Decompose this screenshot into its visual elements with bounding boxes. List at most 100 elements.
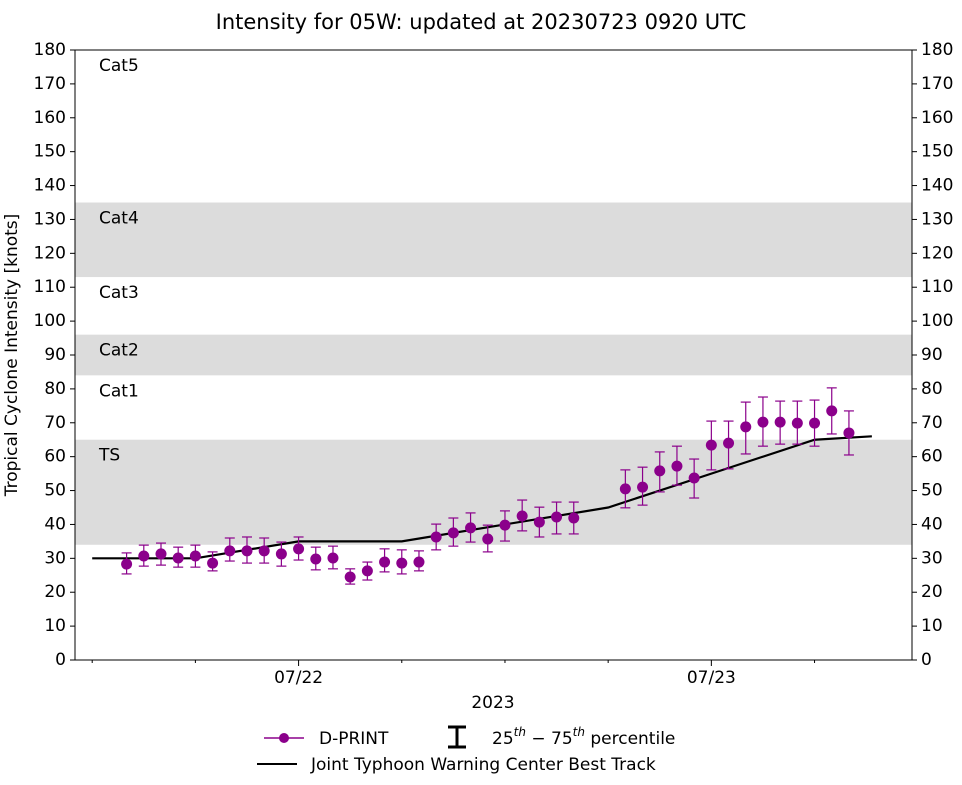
dprint-point	[482, 533, 494, 545]
dprint-point	[843, 427, 855, 439]
y-tick-label: 80	[44, 379, 66, 399]
dprint-point	[671, 460, 683, 472]
x-axis-label: 2023	[471, 693, 514, 713]
legend-label-part: 25	[492, 729, 514, 749]
category-band	[75, 334, 912, 376]
legend-label: Joint Typhoon Warning Center Best Track	[310, 755, 656, 775]
y2-tick-label: 40	[921, 514, 943, 534]
dprint-point	[774, 416, 786, 428]
dprint-point	[619, 483, 631, 495]
legend-marker	[279, 733, 289, 743]
dprint-point	[723, 437, 735, 449]
chart-title: Intensity for 05W: updated at 20230723 0…	[216, 10, 747, 34]
category-label: Cat1	[99, 381, 139, 401]
y2-tick-label: 100	[921, 311, 953, 331]
x-tick-label: 07/23	[687, 668, 736, 688]
y2-tick-label: 120	[921, 243, 953, 263]
y2-tick-label: 90	[921, 345, 943, 365]
y2-tick-label: 170	[921, 74, 953, 94]
dprint-point	[551, 511, 563, 523]
y2-tick-label: 0	[921, 650, 932, 670]
y2-tick-label: 30	[921, 548, 943, 568]
y-tick-label: 160	[34, 108, 66, 128]
dprint-point	[809, 417, 821, 429]
dprint-point	[379, 556, 391, 568]
y-tick-label: 40	[44, 514, 66, 534]
category-label: Cat2	[99, 341, 139, 361]
dprint-point	[293, 543, 305, 555]
dprint-point	[465, 522, 477, 534]
y2-tick-label: 160	[921, 108, 953, 128]
dprint-point	[499, 519, 511, 531]
dprint-point	[189, 550, 201, 562]
dprint-point	[705, 439, 717, 451]
dprint-point	[258, 545, 270, 557]
y2-tick-label: 80	[921, 379, 943, 399]
dprint-point	[224, 545, 236, 557]
x-tick-label: 07/22	[274, 668, 323, 688]
dprint-point	[430, 531, 442, 543]
y-tick-label: 50	[44, 481, 66, 501]
dprint-point	[568, 512, 580, 524]
legend-label-part: th	[514, 725, 526, 739]
y-tick-label: 120	[34, 243, 66, 263]
legend-label-part: percentile	[585, 729, 675, 749]
dprint-point	[740, 421, 752, 433]
category-label: Cat4	[99, 209, 139, 229]
dprint-point	[344, 571, 356, 583]
dprint-point	[121, 558, 133, 570]
dprint-point	[361, 565, 373, 577]
dprint-point	[396, 557, 408, 569]
y-tick-label: 90	[44, 345, 66, 365]
y-tick-label: 110	[34, 277, 66, 297]
y-tick-label: 170	[34, 74, 66, 94]
dprint-point	[826, 405, 838, 417]
y2-tick-label: 130	[921, 209, 953, 229]
category-label: Cat5	[99, 56, 139, 76]
y2-tick-label: 20	[921, 582, 943, 602]
y-tick-label: 10	[44, 616, 66, 636]
y-axis-label: Tropical Cyclone Intensity [knots]	[2, 214, 22, 498]
category-band	[75, 202, 912, 278]
category-band	[75, 439, 912, 545]
y2-tick-label: 140	[921, 176, 953, 196]
y-tick-label: 180	[34, 40, 66, 60]
dprint-point	[155, 548, 167, 560]
dprint-point	[516, 510, 528, 522]
y-tick-label: 130	[34, 209, 66, 229]
dprint-point	[275, 548, 287, 560]
y-tick-label: 20	[44, 582, 66, 602]
dprint-point	[241, 545, 253, 557]
dprint-point	[310, 553, 322, 565]
dprint-point	[637, 481, 649, 493]
legend-label-part: − 75	[526, 729, 573, 749]
dprint-point	[327, 552, 339, 564]
y-tick-label: 140	[34, 176, 66, 196]
legend-label-part: th	[573, 725, 585, 739]
y2-tick-label: 110	[921, 277, 953, 297]
y2-tick-label: 70	[921, 413, 943, 433]
dprint-point	[172, 552, 184, 564]
y-tick-label: 60	[44, 447, 66, 467]
dprint-point	[138, 550, 150, 562]
dprint-point	[533, 516, 545, 528]
y2-tick-label: 10	[921, 616, 943, 636]
y-tick-label: 70	[44, 413, 66, 433]
legend-label: D-PRINT	[319, 729, 389, 749]
dprint-point	[757, 416, 769, 428]
y2-tick-label: 50	[921, 481, 943, 501]
dprint-point	[447, 527, 459, 539]
y-tick-label: 100	[34, 311, 66, 331]
y2-tick-label: 150	[921, 142, 953, 162]
y-tick-label: 30	[44, 548, 66, 568]
legend-label: 25th − 75th percentile	[492, 725, 675, 750]
y-tick-label: 150	[34, 142, 66, 162]
dprint-point	[791, 417, 803, 429]
dprint-point	[688, 472, 700, 484]
category-label: Cat3	[99, 283, 139, 303]
category-label: TS	[98, 446, 120, 466]
dprint-point	[413, 556, 425, 568]
y2-tick-label: 180	[921, 40, 953, 60]
y2-tick-label: 60	[921, 447, 943, 467]
